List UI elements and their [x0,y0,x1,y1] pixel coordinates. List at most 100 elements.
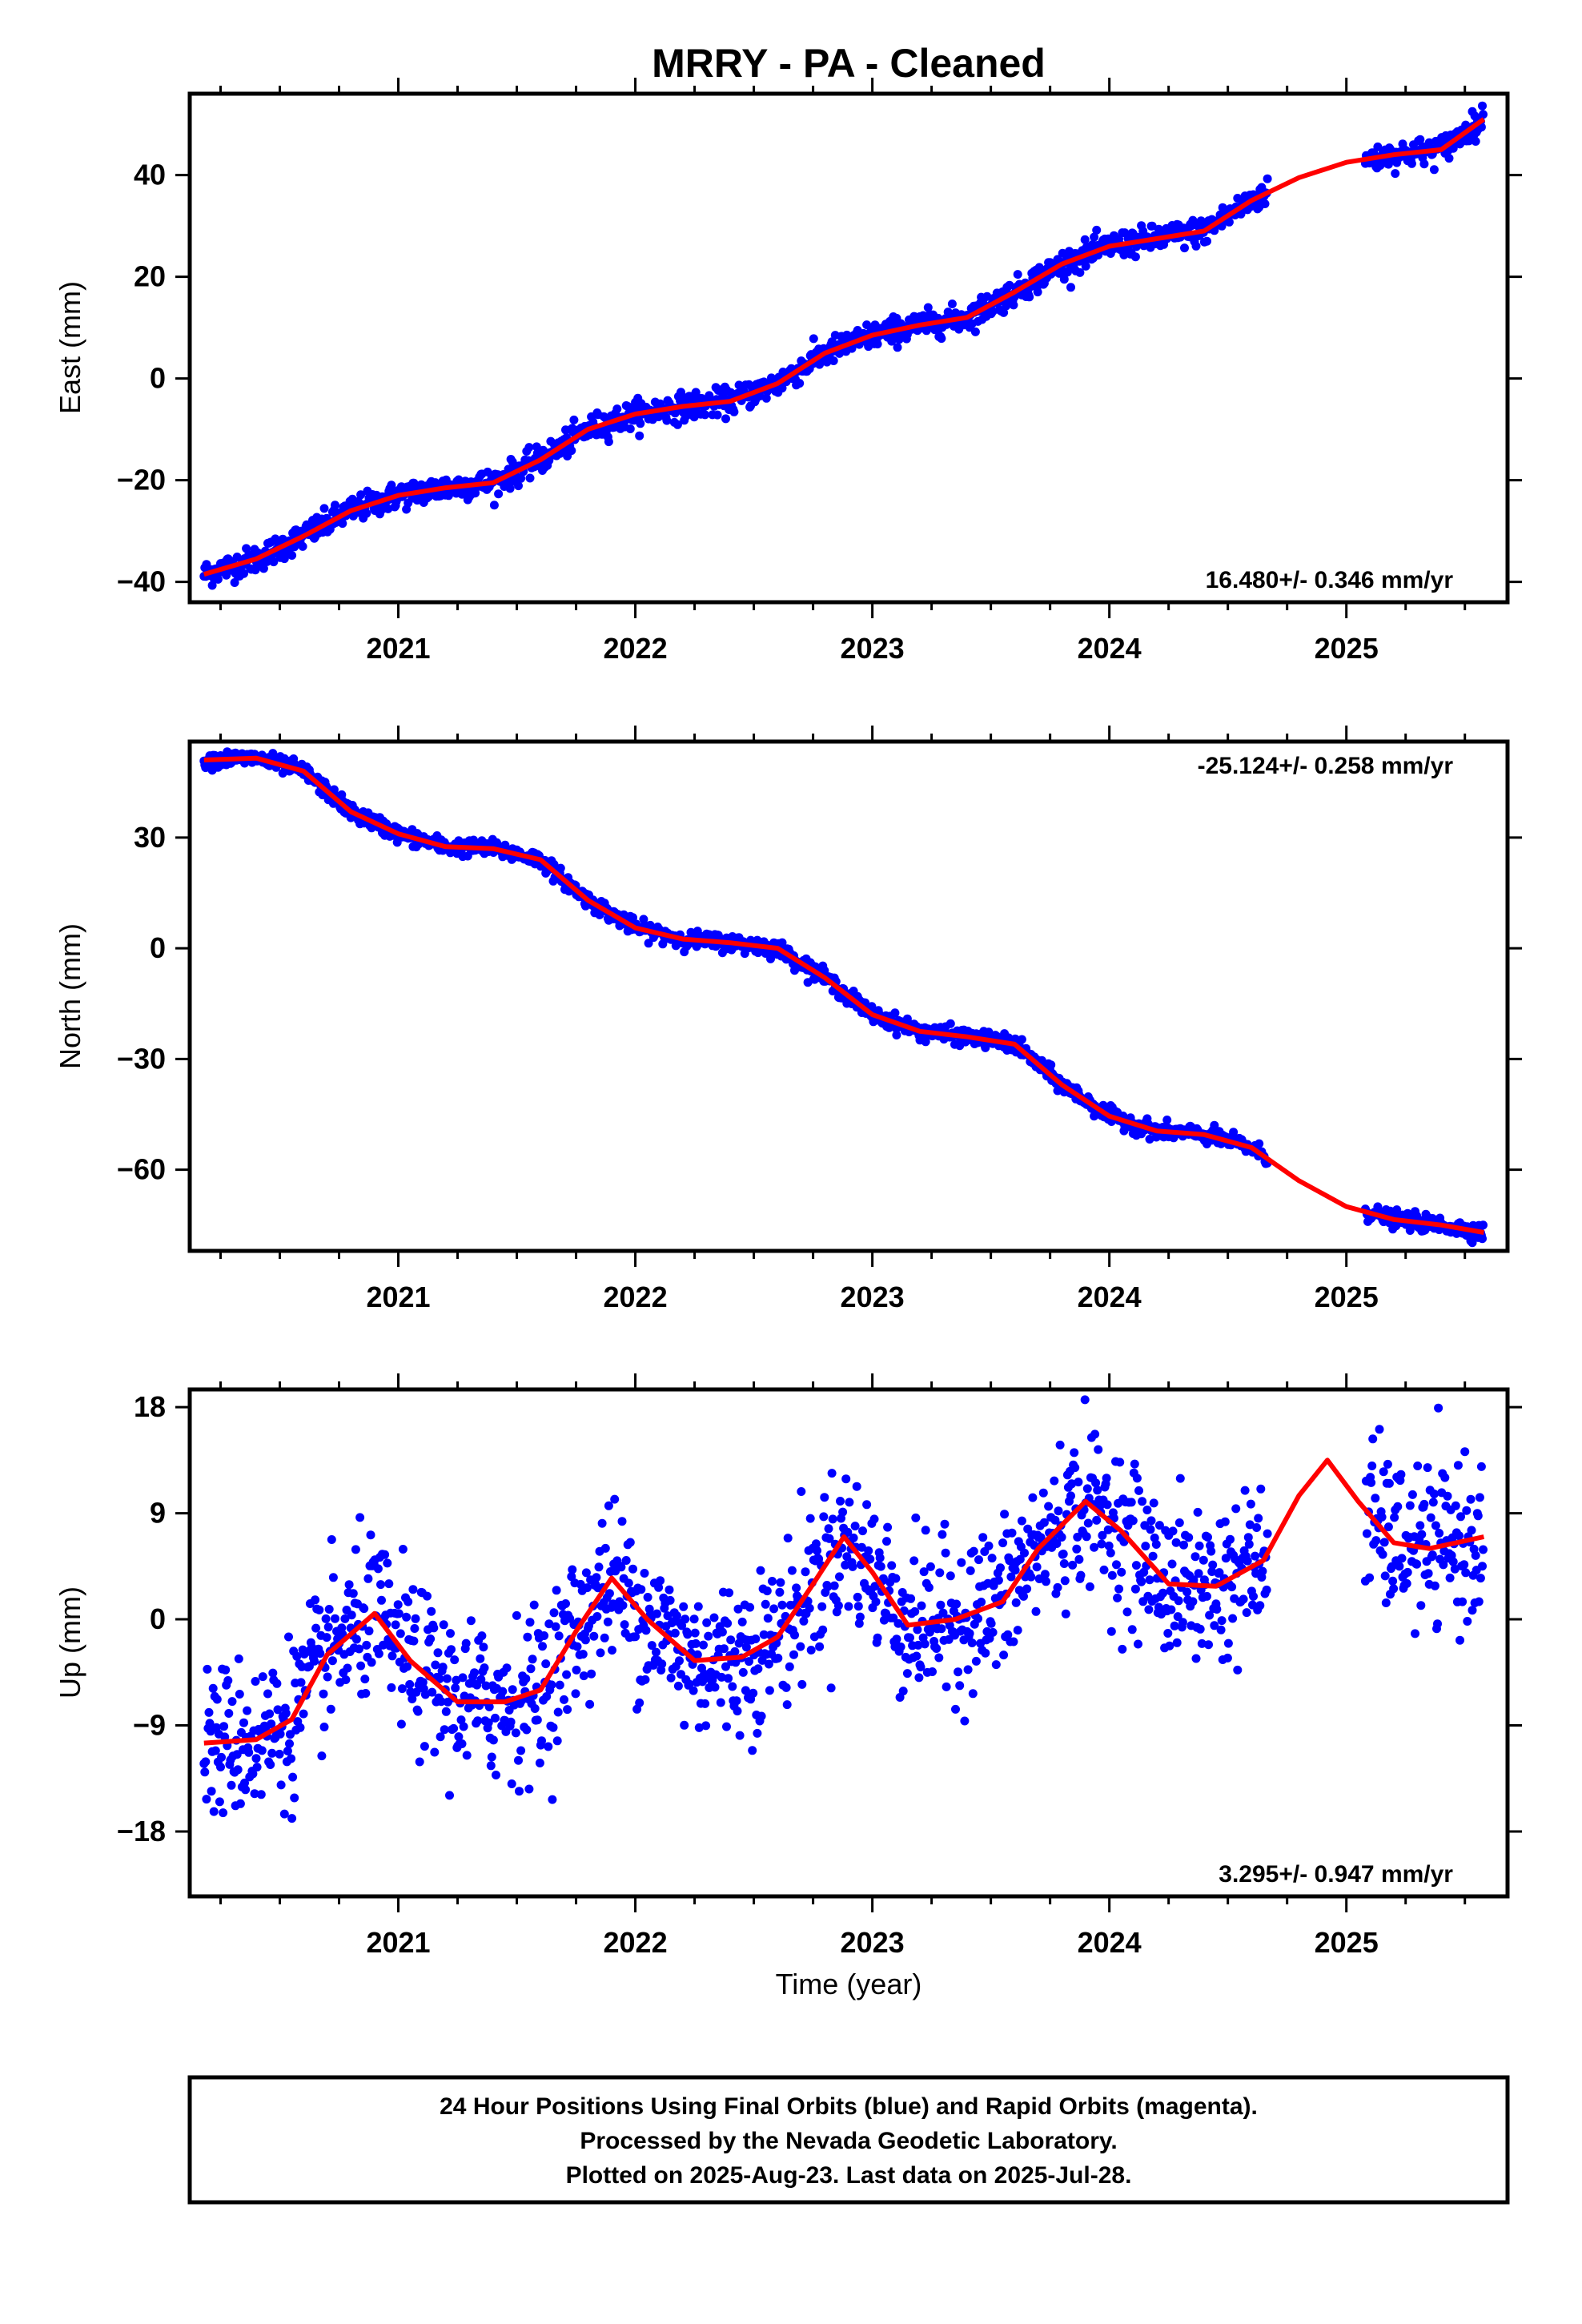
up-data-point [680,1720,689,1730]
up-data-point [367,1658,376,1667]
up-data-point [628,1564,637,1574]
up-data-point [435,1674,444,1683]
up-data-point [420,1690,430,1699]
up-data-point [480,1663,489,1673]
up-data-point [1174,1596,1183,1606]
east-data-point [1471,137,1480,146]
up-data-point [1015,1554,1025,1564]
up-data-point [1402,1578,1411,1588]
east-data-point [1090,232,1099,242]
up-data-point [625,1538,635,1547]
up-data-point [701,1721,711,1731]
up-data-point [1228,1614,1238,1623]
up-plot-frame [187,1387,1510,1899]
up-data-point [1113,1593,1122,1602]
up-data-point [825,1534,834,1543]
east-data-point [1130,252,1140,262]
up-data-point [987,1554,997,1563]
up-data-point [702,1618,712,1627]
up-data-point [709,1613,719,1622]
up-data-point [1407,1490,1417,1499]
up-data-point [920,1639,930,1649]
up-data-point [511,1728,520,1738]
up-data-point [1460,1447,1470,1457]
up-data-point [445,1791,454,1800]
up-data-point [1439,1560,1448,1570]
east-data-point [338,519,347,529]
up-data-point [216,1763,225,1771]
up-data-point [776,1578,785,1587]
up-data-point [248,1769,258,1779]
up-data-point [652,1647,661,1657]
up-data-point [1158,1588,1168,1598]
up-data-point [967,1638,977,1647]
up-data-point [267,1748,277,1758]
up-data-point [768,1577,777,1586]
up-data-point [763,1614,773,1623]
up-x-tick-label: 2025 [1315,1926,1379,1959]
up-data-point [547,1680,556,1690]
up-data-point [1403,1567,1412,1577]
up-data-point [1212,1605,1222,1614]
up-data-point [1076,1570,1086,1580]
north-data-point [1145,1135,1154,1144]
up-data-point [552,1586,561,1595]
up-x-tick-label: 2024 [1078,1926,1142,1959]
up-data-point [581,1568,591,1578]
up-data-point [572,1665,581,1675]
up-data-point [529,1600,539,1610]
up-data-point [217,1752,226,1762]
up-data-point [1243,1556,1252,1566]
east-data-point [999,308,1009,317]
east-x-tick-label: 2022 [604,632,668,665]
up-data-point [396,1719,406,1729]
up-data-point [741,1642,751,1652]
up-data-point [823,1582,833,1591]
up-data-point [327,1656,337,1666]
up-data-point [1059,1559,1069,1568]
up-data-point [1003,1630,1013,1639]
up-data-point [1252,1523,1262,1532]
up-data-point [1383,1459,1392,1469]
east-data-point [635,431,644,440]
up-data-point [568,1565,577,1574]
up-data-point [665,1595,675,1605]
east-data-point [1415,135,1425,144]
up-data-point [311,1595,320,1605]
up-data-point [461,1638,471,1648]
up-data-point [250,1789,259,1799]
up-data-point [1256,1484,1266,1494]
up-data-point [240,1778,249,1787]
up-data-point [764,1659,773,1669]
up-data-point [466,1616,476,1626]
up-data-point [828,1514,837,1524]
up-data-point [996,1563,1005,1573]
up-data-point [738,1667,748,1677]
up-data-point [1231,1504,1241,1514]
up-data-point [689,1614,699,1624]
up-data-point [551,1622,560,1631]
up-data-point [1093,1486,1102,1495]
up-data-point [374,1649,383,1659]
up-data-point [762,1586,772,1596]
up-data-point [263,1689,272,1699]
north-data-point [1162,1116,1172,1124]
up-data-point [572,1642,582,1651]
up-data-point [852,1482,861,1491]
up-data-point [917,1601,926,1610]
east-data-point [239,569,248,578]
east-data-point [230,578,239,587]
up-data-point [842,1552,852,1562]
up-data-point [1178,1618,1187,1627]
up-data-point [1430,1581,1439,1590]
east-data-point [636,419,645,428]
up-data-point [1194,1569,1203,1578]
east-data-point [1407,159,1416,168]
east-data-point [873,340,882,349]
up-data-point [624,1578,633,1588]
up-data-point [403,1662,412,1671]
up-data-point [940,1519,950,1529]
up-data-point [1104,1541,1114,1550]
east-data-point [259,564,268,573]
north-data-point [644,939,653,948]
